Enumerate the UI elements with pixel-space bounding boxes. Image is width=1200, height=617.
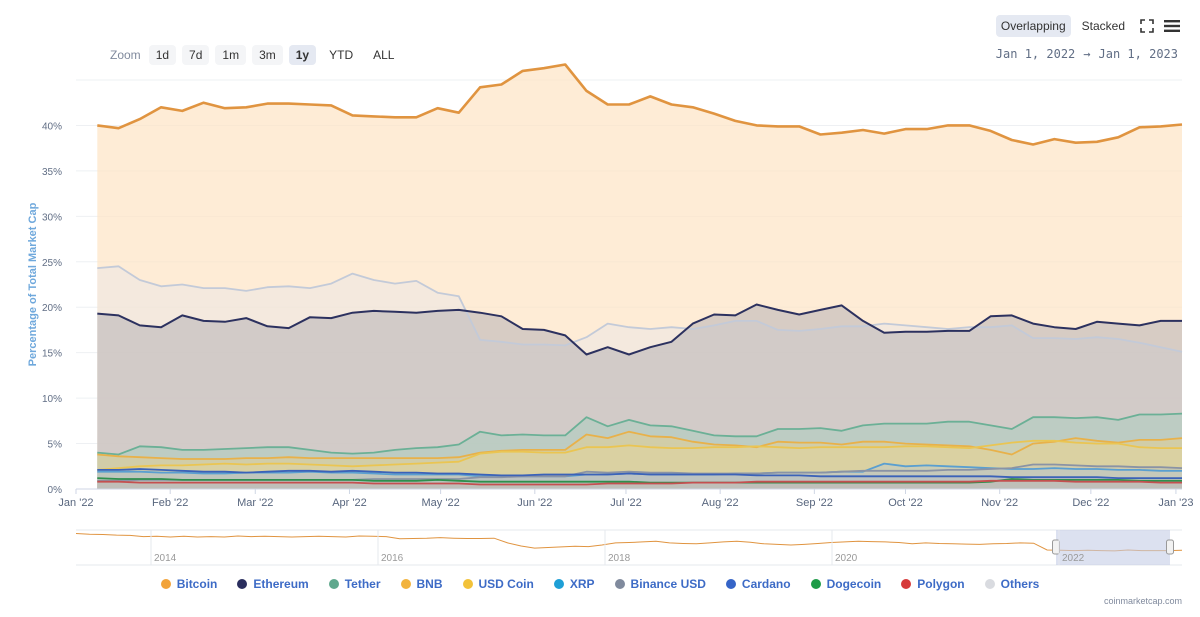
navigator-line (75, 533, 1183, 552)
y-tick-label: 35% (42, 167, 62, 178)
legend-item-tether[interactable]: Tether (328, 577, 381, 591)
overlapping-button[interactable]: Overlapping (995, 15, 1071, 37)
x-tick-label: Apr '22 (332, 497, 367, 509)
legend-label: BNB (416, 577, 443, 591)
zoom-7d-button[interactable]: 7d (182, 45, 210, 65)
legend-item-others[interactable]: Others (984, 577, 1040, 591)
y-axis-title: Percentage of Total Market Cap (27, 202, 39, 366)
x-tick-label: Nov '22 (981, 497, 1018, 509)
date-range: Jan 1, 2022 → Jan 1, 2023 (996, 47, 1178, 61)
line-cardano (97, 468, 1182, 479)
legend-dot-icon (237, 579, 248, 589)
navigator-year-label: 2014 (154, 553, 177, 564)
legend-label: Dogecoin (826, 577, 882, 591)
y-tick-label: 40% (42, 121, 62, 132)
mode-bar: Overlapping Stacked (995, 15, 1180, 37)
zoom-1d-button[interactable]: 1d (148, 45, 177, 65)
x-tick-label: Oct '22 (888, 497, 923, 509)
navigator-handle[interactable] (1052, 539, 1060, 555)
legend-label: Tether (344, 577, 381, 591)
legend-item-binance-usd[interactable]: Binance USD (614, 577, 706, 591)
legend-label: USD Coin (478, 577, 534, 591)
y-tick-label: 20% (42, 303, 62, 314)
zoom-1m-button[interactable]: 1m (215, 45, 247, 65)
x-tick-label: Sep '22 (796, 497, 833, 509)
legend-item-xrp[interactable]: XRP (553, 577, 595, 591)
range-from[interactable]: Jan 1, 2022 (995, 47, 1076, 61)
range-to[interactable]: Jan 1, 2023 (1098, 47, 1178, 61)
y-tick-label: 25% (42, 258, 62, 269)
x-tick-label: Mar '22 (237, 497, 273, 509)
legend-dot-icon (810, 579, 821, 589)
legend-dot-icon (160, 579, 171, 589)
y-tick-label: 5% (48, 440, 63, 451)
legend-dot-icon (462, 579, 473, 589)
x-tick-label: Jun '22 (517, 497, 552, 509)
navigator-selection (1056, 530, 1170, 565)
legend-dot-icon (614, 579, 625, 589)
legend-item-bitcoin[interactable]: Bitcoin (160, 577, 218, 591)
legend-item-cardano[interactable]: Cardano (725, 577, 791, 591)
navigator-year-label: 2020 (835, 553, 858, 564)
navigator-year-label: 2018 (608, 553, 631, 564)
legend-item-ethereum[interactable]: Ethereum (237, 577, 309, 591)
line-tether (97, 412, 1183, 456)
stacked-button[interactable]: Stacked (1081, 19, 1125, 33)
line-bnb (97, 430, 1183, 460)
legend-label: Binance USD (630, 577, 706, 591)
legend-dot-icon (901, 579, 912, 589)
menu-icon[interactable] (1164, 19, 1180, 33)
legend-item-polygon[interactable]: Polygon (901, 577, 965, 591)
legend-item-bnb[interactable]: BNB (400, 577, 443, 591)
axis-layer: 0% 5% 10% 15% 20% 25% 30% 35% 40% Percentage of T… (27, 121, 1193, 509)
line-bitcoin (97, 63, 1183, 146)
y-tick-label: 30% (42, 212, 62, 223)
navigator[interactable]: 2014 2016 2018 2020 2022 (75, 529, 1183, 566)
range-arrow-icon: → (1083, 47, 1091, 61)
legend-dot-icon (328, 579, 339, 589)
zoom-label: Zoom (110, 48, 141, 62)
x-tick-label: Dec '22 (1072, 497, 1109, 509)
legend-label: Bitcoin (176, 577, 218, 591)
x-tick-label: May '22 (422, 497, 460, 509)
zoom-ytd-button[interactable]: YTD (329, 48, 354, 62)
legend-label: Ethereum (253, 577, 309, 591)
y-tick-label: 0% (48, 485, 63, 496)
credit-text: coinmarketcap.com (1103, 596, 1182, 606)
navigator-year-label: 2022 (1062, 553, 1085, 564)
line-usd-coin (97, 439, 1182, 471)
zoom-1y-button[interactable]: 1y (288, 45, 317, 65)
legend-dot-icon (984, 579, 995, 589)
legend-label: Others (1000, 577, 1040, 591)
x-tick-label: Aug '22 (702, 497, 739, 509)
legend-dot-icon (553, 579, 564, 589)
line-ethereum (97, 303, 1182, 356)
legend-label: XRP (569, 577, 595, 591)
navigator-year-label: 2016 (381, 553, 404, 564)
legend-dot-icon (725, 579, 736, 589)
chart-legend: Bitcoin Ethereum Tether BNB USD Coin XRP Binan… (0, 577, 1200, 591)
zoom-all-button[interactable]: ALL (373, 48, 395, 62)
navigator-handle[interactable] (1166, 539, 1174, 555)
zoom-bar: Zoom 1d 7d 1m 3m 1y YTD ALL (110, 45, 401, 65)
series-layer (97, 63, 1183, 489)
y-tick-label: 15% (42, 349, 62, 360)
x-tick-label: Jan '22 (58, 497, 93, 509)
x-tick-label: Feb '22 (152, 497, 188, 509)
legend-label: Cardano (741, 577, 791, 591)
y-tick-label: 10% (42, 394, 62, 405)
zoom-3m-button[interactable]: 3m (252, 45, 283, 65)
legend-dot-icon (400, 579, 411, 589)
x-tick-label: Jan '23 (1158, 497, 1193, 509)
legend-item-dogecoin[interactable]: Dogecoin (810, 577, 882, 591)
fullscreen-icon[interactable] (1140, 19, 1154, 33)
line-polygon (97, 479, 1182, 486)
legend-label: Polygon (917, 577, 965, 591)
legend-item-usd-coin[interactable]: USD Coin (462, 577, 534, 591)
line-others (97, 265, 1183, 353)
x-tick-label: Jul '22 (610, 497, 641, 509)
